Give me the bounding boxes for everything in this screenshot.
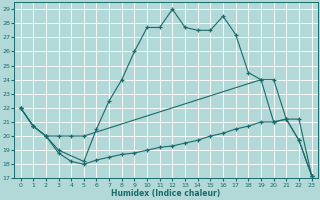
X-axis label: Humidex (Indice chaleur): Humidex (Indice chaleur) bbox=[111, 189, 221, 198]
